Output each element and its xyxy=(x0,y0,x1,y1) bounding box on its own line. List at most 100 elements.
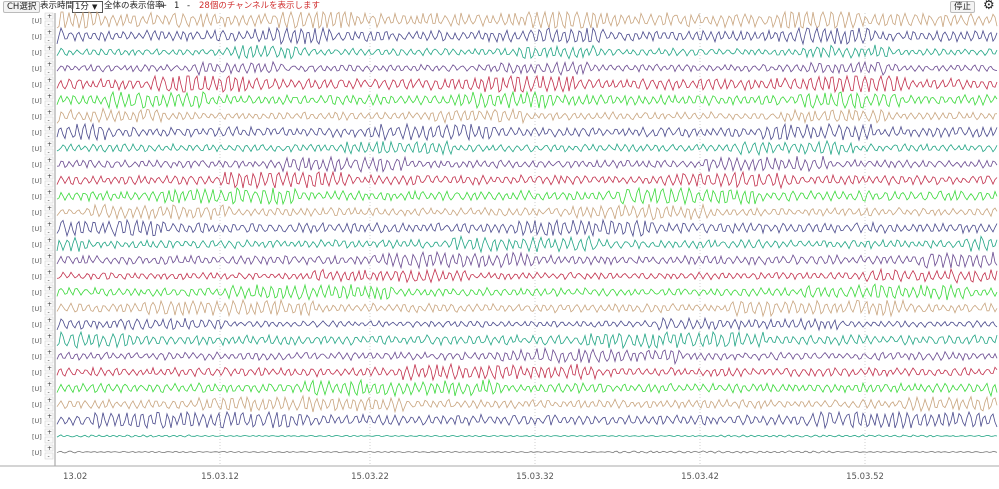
plus-button[interactable] xyxy=(44,156,54,164)
minus-button[interactable] xyxy=(44,180,54,188)
waveform xyxy=(56,250,998,270)
unit-label: [U] xyxy=(32,337,42,345)
settings-icon[interactable]: ⚙ xyxy=(983,0,995,13)
plus-button[interactable] xyxy=(44,380,54,388)
time-label: 15.03.32 xyxy=(516,472,554,482)
plus-button[interactable] xyxy=(44,300,54,308)
minus-button[interactable] xyxy=(44,116,54,124)
waveform xyxy=(56,74,998,94)
minus-label: - xyxy=(48,101,50,108)
plus-button[interactable] xyxy=(44,284,54,292)
zoom-minus[interactable]: - xyxy=(187,1,191,11)
minus-button[interactable] xyxy=(44,36,54,44)
plus-button[interactable] xyxy=(44,364,54,372)
minus-button[interactable] xyxy=(44,228,54,236)
plus-label: + xyxy=(47,13,52,20)
plus-button[interactable] xyxy=(44,76,54,84)
minus-label: - xyxy=(48,389,50,396)
unit-label: [U] xyxy=(32,49,42,57)
plus-label: + xyxy=(47,221,52,228)
unit-label: [U] xyxy=(32,321,42,329)
minus-button[interactable] xyxy=(44,404,54,412)
time-label: 15.03.52 xyxy=(846,472,884,482)
display-time-select[interactable]: 1分 ▼ xyxy=(72,1,103,13)
plus-button[interactable] xyxy=(44,124,54,132)
waveform xyxy=(56,450,998,454)
plus-button[interactable] xyxy=(44,204,54,212)
channel-select-button[interactable]: CH選択 xyxy=(3,1,41,13)
minus-button[interactable] xyxy=(44,340,54,348)
minus-label: - xyxy=(48,309,50,316)
minus-button[interactable] xyxy=(44,372,54,380)
plus-button[interactable] xyxy=(44,44,54,52)
plus-button[interactable] xyxy=(44,60,54,68)
minus-label: - xyxy=(48,117,50,124)
minus-label: - xyxy=(48,405,50,412)
plus-button[interactable] xyxy=(44,236,54,244)
unit-label: [U] xyxy=(32,241,42,249)
zoom-plus[interactable]: + xyxy=(160,1,168,11)
minus-button[interactable] xyxy=(44,276,54,284)
plus-button[interactable] xyxy=(44,332,54,340)
select-arrow: ▼ xyxy=(92,3,98,11)
unit-label: [U] xyxy=(32,161,42,169)
plus-button[interactable] xyxy=(44,316,54,324)
minus-button[interactable] xyxy=(44,260,54,268)
minus-label: - xyxy=(48,149,50,156)
minus-button[interactable] xyxy=(44,308,54,316)
plus-button[interactable] xyxy=(44,428,54,436)
minus-button[interactable] xyxy=(44,84,54,92)
plus-button[interactable] xyxy=(44,172,54,180)
minus-button[interactable] xyxy=(44,20,54,28)
minus-button[interactable] xyxy=(44,212,54,220)
minus-label: - xyxy=(48,181,50,188)
minus-label: - xyxy=(48,341,50,348)
plus-button[interactable] xyxy=(44,268,54,276)
plus-button[interactable] xyxy=(44,220,54,228)
plus-button[interactable] xyxy=(44,348,54,356)
plus-button[interactable] xyxy=(44,92,54,100)
minus-button[interactable] xyxy=(44,388,54,396)
waveform xyxy=(56,362,998,382)
minus-button[interactable] xyxy=(44,196,54,204)
zoom-value: 1 xyxy=(174,1,180,11)
minus-button[interactable] xyxy=(44,164,54,172)
plus-button[interactable] xyxy=(44,188,54,196)
plus-button[interactable] xyxy=(44,12,54,20)
minus-button[interactable] xyxy=(44,244,54,252)
unit-label: [U] xyxy=(32,385,42,393)
plus-label: + xyxy=(47,397,52,404)
plus-label: + xyxy=(47,45,52,52)
minus-button[interactable] xyxy=(44,52,54,60)
unit-label: [U] xyxy=(32,433,42,441)
unit-label: [U] xyxy=(32,257,42,265)
minus-button[interactable] xyxy=(44,100,54,108)
minus-button[interactable] xyxy=(44,148,54,156)
waveform xyxy=(56,44,998,60)
minus-button[interactable] xyxy=(44,452,54,460)
minus-button[interactable] xyxy=(44,324,54,332)
plus-label: + xyxy=(47,173,52,180)
plus-button[interactable] xyxy=(44,412,54,420)
minus-button[interactable] xyxy=(44,436,54,444)
unit-label: [U] xyxy=(32,289,42,297)
plus-label: + xyxy=(47,93,52,100)
plus-button[interactable] xyxy=(44,444,54,452)
plus-button[interactable] xyxy=(44,252,54,260)
unit-label: [U] xyxy=(32,81,42,89)
minus-button[interactable] xyxy=(44,292,54,300)
plus-button[interactable] xyxy=(44,396,54,404)
stop-button[interactable]: 停止 xyxy=(950,1,976,13)
waveform xyxy=(56,139,998,157)
minus-button[interactable] xyxy=(44,420,54,428)
plus-button[interactable] xyxy=(44,28,54,36)
plus-label: + xyxy=(47,285,52,292)
waveform xyxy=(56,107,998,125)
plus-button[interactable] xyxy=(44,140,54,148)
plus-button[interactable] xyxy=(44,108,54,116)
minus-button[interactable] xyxy=(44,132,54,140)
minus-button[interactable] xyxy=(44,356,54,364)
minus-button[interactable] xyxy=(44,68,54,76)
minus-label: - xyxy=(48,37,50,44)
